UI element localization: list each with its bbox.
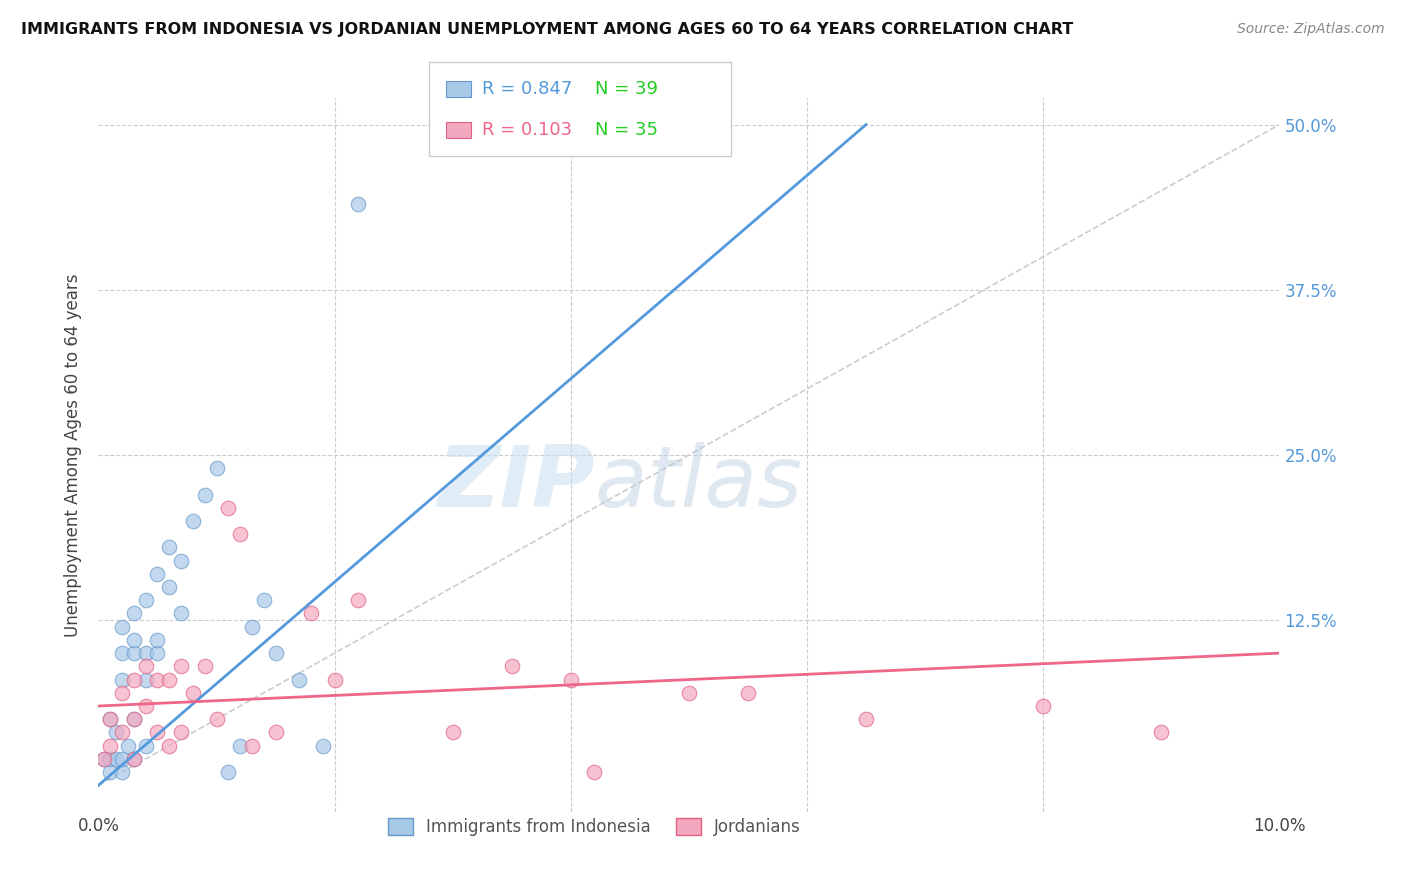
Text: atlas: atlas [595, 442, 803, 525]
Point [299, 607, 322, 621]
Point [288, 673, 311, 687]
Point [323, 673, 346, 687]
Text: N = 35: N = 35 [595, 121, 658, 139]
Point [855, 712, 877, 726]
Point [170, 659, 193, 673]
Point [170, 607, 193, 621]
Point [122, 712, 145, 726]
Point [157, 541, 180, 555]
Point [217, 765, 239, 780]
Point [170, 725, 193, 739]
Point [122, 646, 145, 660]
Point [111, 673, 134, 687]
Text: ZIP: ZIP [437, 442, 595, 525]
Point [122, 607, 145, 621]
Point [122, 673, 145, 687]
Text: IMMIGRANTS FROM INDONESIA VS JORDANIAN UNEMPLOYMENT AMONG AGES 60 TO 64 YEARS CO: IMMIGRANTS FROM INDONESIA VS JORDANIAN U… [21, 22, 1073, 37]
Point [122, 752, 145, 766]
Point [98, 739, 121, 753]
Point [111, 620, 134, 634]
Point [560, 673, 582, 687]
Point [93, 752, 115, 766]
Point [678, 686, 700, 700]
Point [501, 659, 523, 673]
Point [157, 739, 180, 753]
Point [347, 197, 370, 211]
Point [111, 765, 134, 780]
Text: Source: ZipAtlas.com: Source: ZipAtlas.com [1237, 22, 1385, 37]
Point [229, 527, 252, 541]
Y-axis label: Unemployment Among Ages 60 to 64 years: Unemployment Among Ages 60 to 64 years [65, 273, 83, 637]
Point [146, 566, 169, 581]
Point [264, 725, 287, 739]
Point [135, 646, 157, 660]
Point [111, 752, 134, 766]
Point [264, 646, 287, 660]
Point [135, 593, 157, 607]
Point [205, 461, 228, 475]
Point [217, 500, 239, 515]
Point [157, 673, 180, 687]
Point [1150, 725, 1173, 739]
Point [146, 673, 169, 687]
Point [737, 686, 759, 700]
Point [240, 620, 263, 634]
Point [135, 739, 157, 753]
Point [146, 632, 169, 647]
Point [146, 725, 169, 739]
Text: R = 0.847: R = 0.847 [482, 79, 572, 97]
Point [441, 725, 464, 739]
Point [347, 593, 370, 607]
Point [105, 752, 128, 766]
Point [181, 686, 204, 700]
Text: N = 39: N = 39 [595, 79, 658, 97]
Legend: Immigrants from Indonesia, Jordanians: Immigrants from Indonesia, Jordanians [381, 811, 807, 843]
Point [240, 739, 263, 753]
Point [170, 554, 193, 568]
Point [111, 686, 134, 700]
Point [122, 712, 145, 726]
Point [93, 752, 115, 766]
Point [122, 632, 145, 647]
Point [98, 752, 121, 766]
Point [194, 487, 217, 501]
Point [312, 739, 335, 753]
Point [253, 593, 276, 607]
Point [229, 739, 252, 753]
Point [117, 739, 139, 753]
Point [146, 646, 169, 660]
Point [135, 659, 157, 673]
Point [105, 725, 128, 739]
Point [1032, 698, 1054, 713]
Point [135, 673, 157, 687]
Point [205, 712, 228, 726]
Point [111, 646, 134, 660]
Point [181, 514, 204, 528]
Point [194, 659, 217, 673]
Point [98, 712, 121, 726]
Point [135, 698, 157, 713]
Point [98, 712, 121, 726]
Point [157, 580, 180, 594]
Point [98, 765, 121, 780]
Point [122, 752, 145, 766]
Point [583, 765, 606, 780]
Point [111, 725, 134, 739]
Text: R = 0.103: R = 0.103 [482, 121, 572, 139]
